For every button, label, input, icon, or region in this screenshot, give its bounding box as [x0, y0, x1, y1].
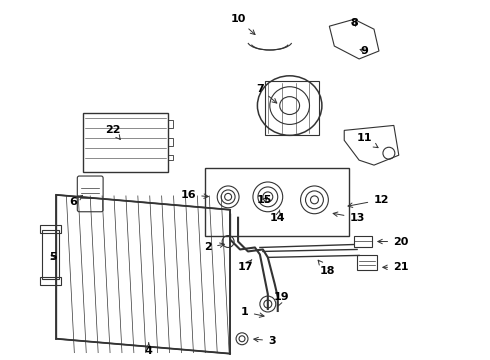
Text: 12: 12 — [348, 195, 389, 207]
Text: 11: 11 — [356, 133, 378, 148]
Text: 22: 22 — [105, 125, 121, 139]
Text: 9: 9 — [360, 46, 368, 56]
Text: 10: 10 — [230, 14, 255, 35]
Text: 6: 6 — [70, 195, 83, 207]
Bar — [42, 230, 59, 279]
Bar — [265, 81, 319, 135]
Bar — [40, 225, 61, 233]
Bar — [83, 113, 168, 172]
Text: 3: 3 — [254, 336, 275, 346]
Text: 17: 17 — [237, 260, 253, 272]
Text: 8: 8 — [350, 18, 358, 28]
Text: 16: 16 — [181, 190, 208, 200]
Text: 1: 1 — [241, 307, 264, 318]
Bar — [354, 235, 372, 247]
Text: 18: 18 — [318, 260, 335, 276]
Bar — [168, 121, 172, 129]
Bar — [40, 277, 61, 285]
Text: 2: 2 — [204, 243, 224, 252]
Text: 15: 15 — [257, 195, 272, 205]
Text: 7: 7 — [256, 84, 277, 103]
Text: 5: 5 — [49, 252, 57, 262]
Text: 21: 21 — [383, 262, 409, 272]
Bar — [168, 138, 172, 146]
Text: 14: 14 — [270, 210, 286, 223]
Text: 13: 13 — [333, 212, 365, 223]
Text: 4: 4 — [145, 343, 153, 356]
Bar — [357, 255, 377, 270]
Bar — [168, 155, 172, 160]
Bar — [205, 168, 349, 235]
Text: 19: 19 — [274, 292, 290, 306]
Text: 20: 20 — [378, 237, 409, 247]
